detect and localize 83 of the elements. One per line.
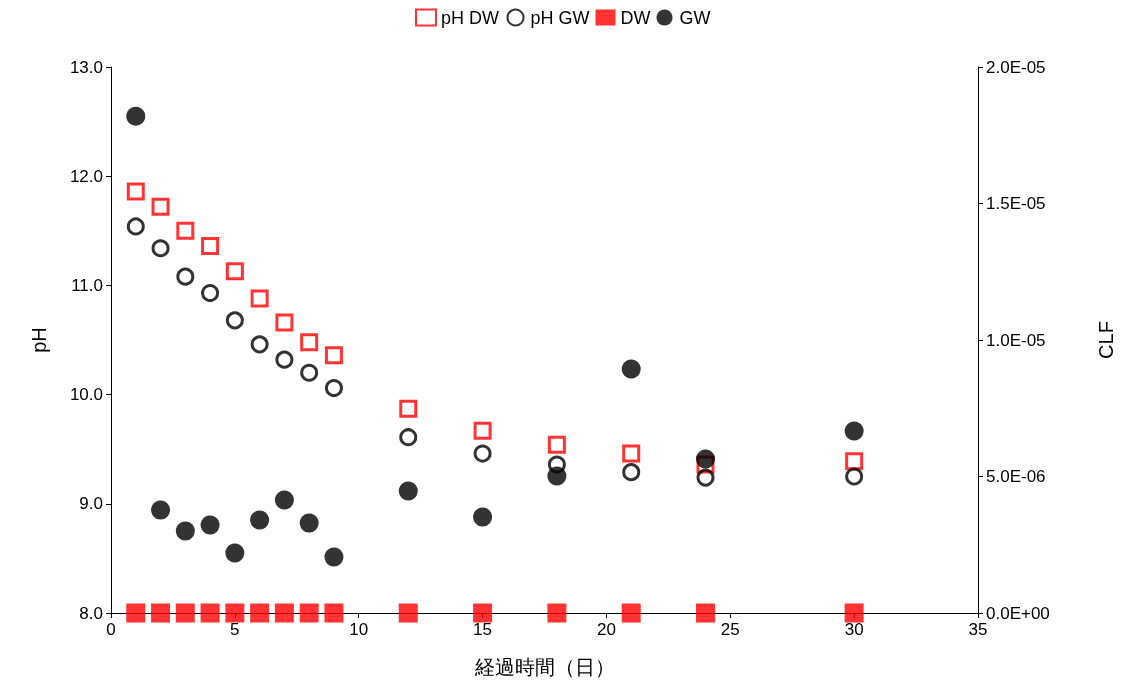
point <box>225 262 244 281</box>
x-axis-title: 経過時間（日） <box>473 656 615 678</box>
point <box>274 603 294 623</box>
y2-axis-title: CLF <box>1095 321 1117 359</box>
x-tick-label: 25 <box>720 620 740 639</box>
legend-label: DW <box>620 7 651 28</box>
point <box>398 603 418 623</box>
point <box>299 513 319 533</box>
legend-label: GW <box>679 7 711 28</box>
y2-tick-label: 5.0E-06 <box>986 467 1046 486</box>
legend-label: pH DW <box>441 7 500 28</box>
legend-label: pH GW <box>530 7 590 28</box>
point <box>151 500 171 520</box>
point <box>225 603 245 623</box>
point <box>151 197 170 216</box>
point <box>547 466 567 486</box>
y2-tick-label: 1.5E-05 <box>986 194 1046 213</box>
y-tick-label: 13.0 <box>69 57 103 77</box>
point <box>274 490 294 510</box>
point <box>126 603 146 623</box>
point <box>324 379 343 398</box>
point <box>622 463 641 482</box>
x-tick-label: 5 <box>230 620 240 639</box>
point <box>275 313 294 332</box>
point <box>201 284 220 303</box>
point <box>473 603 493 623</box>
point <box>473 421 492 440</box>
x-tick-label: 15 <box>473 620 493 639</box>
point <box>126 217 145 236</box>
y-tick-label: 12.0 <box>69 166 103 186</box>
point <box>250 289 269 308</box>
point <box>200 515 220 535</box>
y2-tick-label: 2.0E-05 <box>986 57 1046 77</box>
point <box>151 239 170 258</box>
point <box>324 603 344 623</box>
point <box>696 468 715 487</box>
point <box>324 346 343 365</box>
point <box>225 311 244 330</box>
point <box>175 521 195 541</box>
y2-tick-label: 1.0E-05 <box>986 330 1046 350</box>
point <box>151 603 171 623</box>
point <box>225 543 245 563</box>
point <box>201 237 220 256</box>
point <box>398 481 418 501</box>
point <box>176 267 195 286</box>
point <box>250 603 270 623</box>
point <box>126 106 146 126</box>
y-tick-label: 11.0 <box>71 275 103 295</box>
point <box>175 603 195 623</box>
point <box>622 444 641 463</box>
point <box>473 507 493 527</box>
y-tick-label: 9.0 <box>79 494 103 514</box>
point <box>324 547 344 567</box>
point <box>473 444 492 463</box>
y-axis-title: pH <box>28 327 50 353</box>
point <box>275 350 294 369</box>
point <box>200 603 220 623</box>
point <box>844 421 864 441</box>
y-tick-label: 10.0 <box>69 385 103 405</box>
point <box>300 363 319 382</box>
point <box>250 510 270 530</box>
point <box>844 603 864 623</box>
point <box>621 603 641 623</box>
point <box>621 359 641 379</box>
point <box>696 449 716 469</box>
point <box>176 221 195 240</box>
point <box>399 399 418 418</box>
y-tick-label: 8.0 <box>79 603 103 623</box>
point <box>126 182 145 201</box>
point <box>845 467 864 486</box>
x-tick-label: 20 <box>596 620 616 639</box>
point <box>399 428 418 447</box>
y2-tick-label: 0.0E+00 <box>986 603 1050 623</box>
point <box>299 603 319 623</box>
point <box>250 335 269 354</box>
x-tick-label: 35 <box>968 620 988 639</box>
x-tick-label: 10 <box>349 620 369 639</box>
point <box>547 435 566 454</box>
point <box>547 603 567 623</box>
point <box>300 333 319 352</box>
x-tick-label: 30 <box>844 620 864 639</box>
point <box>696 603 716 623</box>
x-tick-label: 0 <box>106 620 116 639</box>
